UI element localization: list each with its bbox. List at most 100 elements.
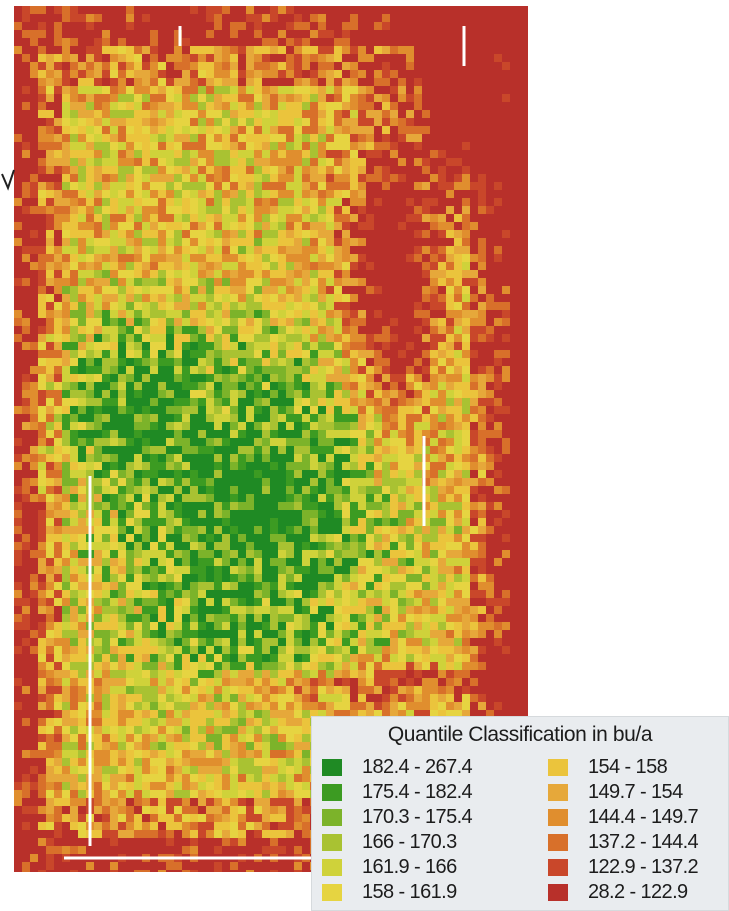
yield-cell [454, 606, 462, 614]
yield-cell [422, 310, 430, 318]
yield-cell [174, 606, 182, 614]
yield-cell [22, 302, 30, 310]
yield-cell [382, 166, 390, 174]
yield-cell [414, 590, 422, 598]
yield-cell [206, 550, 214, 558]
yield-cell [470, 342, 478, 350]
yield-cell [46, 30, 54, 38]
yield-cell [494, 14, 502, 22]
yield-cell [78, 542, 86, 550]
yield-cell [326, 54, 334, 62]
yield-cell [150, 246, 158, 254]
yield-cell [334, 438, 342, 446]
yield-cell [286, 38, 294, 46]
yield-cell [406, 38, 414, 46]
yield-cell [302, 238, 310, 246]
yield-cell [366, 390, 374, 398]
yield-cell [142, 182, 150, 190]
yield-cell [326, 286, 334, 294]
yield-cell [286, 326, 294, 334]
yield-cell [110, 310, 118, 318]
yield-cell [286, 6, 294, 14]
yield-cell [230, 566, 238, 574]
yield-cell [158, 366, 166, 374]
yield-cell [30, 166, 38, 174]
yield-cell [38, 358, 46, 366]
yield-cell [334, 278, 342, 286]
yield-cell [358, 134, 366, 142]
yield-cell [142, 318, 150, 326]
yield-cell [238, 214, 246, 222]
yield-cell [518, 510, 526, 518]
yield-cell [230, 318, 238, 326]
yield-cell [334, 534, 342, 542]
yield-cell [398, 358, 406, 366]
yield-cell [526, 86, 528, 94]
yield-cell [54, 382, 62, 390]
yield-cell [310, 14, 318, 22]
yield-cell [438, 358, 446, 366]
yield-cell [406, 454, 414, 462]
yield-cell [526, 598, 528, 606]
yield-cell [142, 46, 150, 54]
yield-cell [70, 318, 78, 326]
yield-cell [246, 142, 254, 150]
yield-cell [206, 366, 214, 374]
yield-cell [342, 78, 350, 86]
yield-cell [262, 414, 270, 422]
yield-cell [134, 278, 142, 286]
yield-cell [438, 254, 446, 262]
yield-cell [198, 462, 206, 470]
yield-cell [326, 174, 334, 182]
yield-cell [486, 22, 494, 30]
yield-cell [318, 478, 326, 486]
yield-cell [486, 278, 494, 286]
yield-cell [502, 254, 510, 262]
yield-cell [78, 46, 86, 54]
yield-cell [142, 38, 150, 46]
yield-cell [422, 294, 430, 302]
yield-cell [158, 230, 166, 238]
yield-cell [430, 366, 438, 374]
yield-cell [358, 190, 366, 198]
yield-cell [134, 358, 142, 366]
yield-cell [158, 142, 166, 150]
yield-cell [390, 470, 398, 478]
yield-cell [198, 142, 206, 150]
yield-cell [46, 454, 54, 462]
yield-cell [374, 454, 382, 462]
yield-cell [214, 566, 222, 574]
yield-cell [230, 310, 238, 318]
yield-cell [478, 462, 486, 470]
yield-cell [30, 94, 38, 102]
yield-cell [126, 582, 134, 590]
yield-cell [134, 6, 142, 14]
yield-cell [182, 582, 190, 590]
yield-cell [374, 222, 382, 230]
yield-cell [14, 86, 22, 94]
yield-cell [510, 38, 518, 46]
yield-cell [86, 14, 94, 22]
yield-cell [494, 390, 502, 398]
yield-cell [166, 38, 174, 46]
yield-cell [46, 518, 54, 526]
yield-cell [502, 406, 510, 414]
yield-cell [70, 606, 78, 614]
yield-cell [150, 62, 158, 70]
yield-cell [430, 190, 438, 198]
yield-cell [462, 262, 470, 270]
yield-cell [38, 566, 46, 574]
yield-cell [142, 278, 150, 286]
yield-cell [174, 366, 182, 374]
yield-cell [142, 582, 150, 590]
yield-cell [254, 614, 262, 622]
yield-cell [206, 470, 214, 478]
yield-cell [110, 78, 118, 86]
yield-cell [246, 166, 254, 174]
yield-cell [150, 310, 158, 318]
yield-cell [430, 182, 438, 190]
yield-cell [446, 526, 454, 534]
yield-cell [414, 398, 422, 406]
yield-cell [318, 598, 326, 606]
yield-cell [486, 430, 494, 438]
